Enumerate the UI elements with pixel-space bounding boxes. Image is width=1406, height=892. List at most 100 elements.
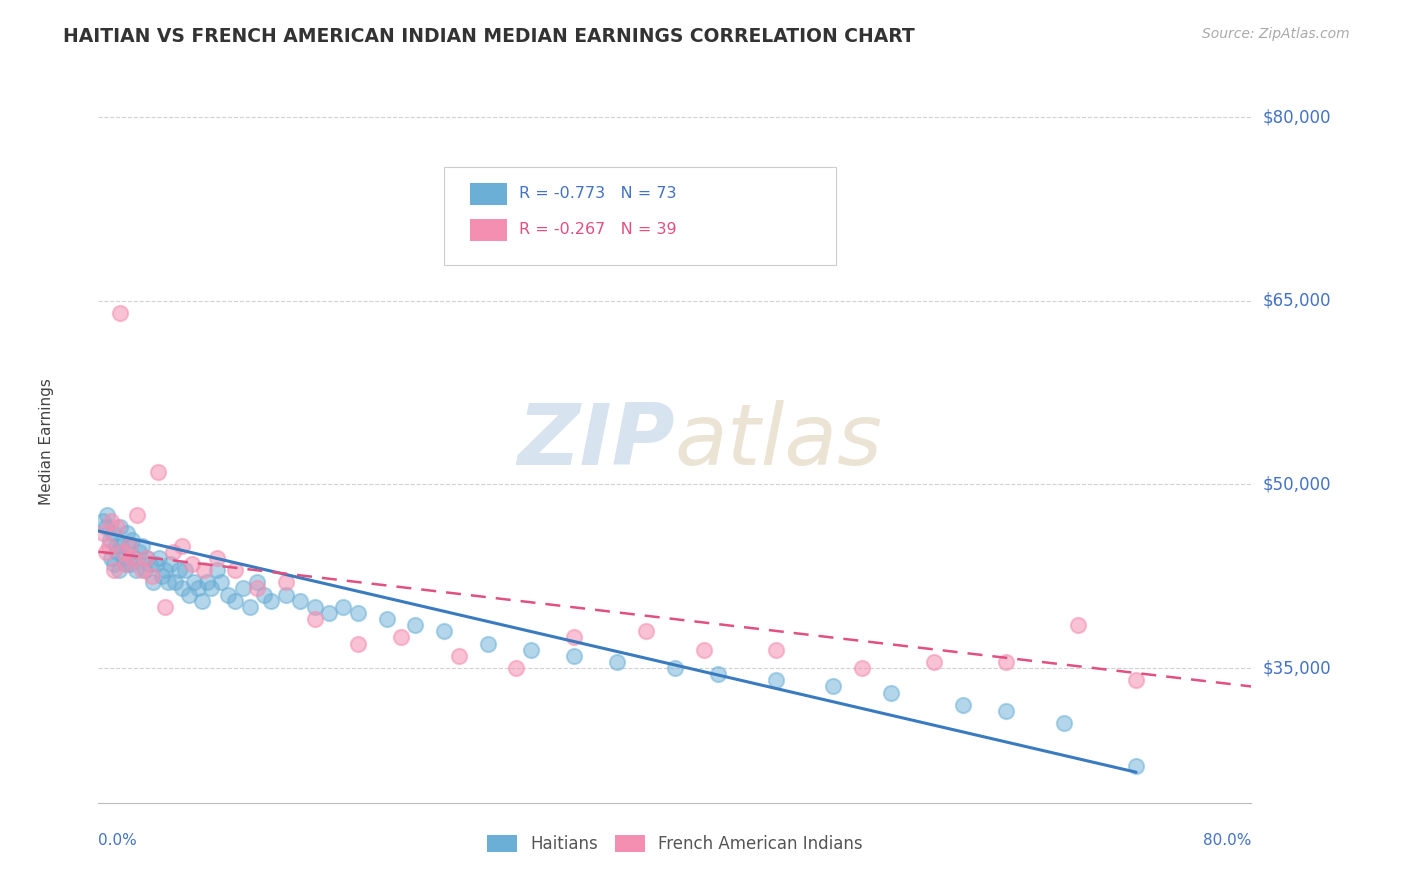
Point (707, 667, 730, 681)
Point (122, 550, 145, 565)
Point (131, 539, 153, 553)
Point (405, 618, 427, 632)
Point (181, 557, 204, 571)
Point (94, 545, 117, 559)
Text: R = -0.773   N = 73: R = -0.773 N = 73 (519, 186, 676, 202)
Point (146, 465, 169, 479)
Point (332, 599, 354, 614)
Point (108, 306, 131, 320)
Text: ZIP: ZIP (517, 400, 675, 483)
Point (205, 563, 228, 577)
Point (125, 563, 148, 577)
Point (375, 612, 398, 626)
Text: 0.0%: 0.0% (98, 833, 138, 848)
Point (170, 539, 193, 553)
Point (153, 599, 176, 614)
Point (224, 593, 246, 607)
Point (274, 575, 297, 590)
Point (995, 655, 1018, 669)
Point (159, 557, 181, 571)
Point (97, 539, 120, 553)
Point (389, 631, 412, 645)
Point (91, 526, 114, 541)
Point (103, 563, 125, 577)
Point (108, 520, 131, 534)
Point (127, 508, 149, 522)
Point (195, 575, 218, 590)
Text: $65,000: $65,000 (1263, 292, 1331, 310)
Point (636, 624, 658, 639)
Point (231, 582, 254, 596)
Text: Median Earnings: Median Earnings (39, 378, 53, 505)
Point (105, 545, 128, 559)
FancyBboxPatch shape (470, 183, 506, 204)
Point (253, 588, 276, 602)
Point (156, 575, 179, 590)
Point (163, 575, 186, 590)
Point (114, 557, 136, 571)
Point (505, 661, 527, 675)
Point (346, 637, 368, 651)
Point (105, 520, 128, 534)
Point (128, 545, 150, 559)
Point (447, 648, 470, 663)
Legend: Haitians, French American Indians: Haitians, French American Indians (481, 828, 869, 860)
Point (765, 642, 787, 657)
Text: $50,000: $50,000 (1263, 475, 1331, 493)
Point (187, 582, 209, 596)
Point (120, 557, 142, 571)
Point (139, 557, 162, 571)
Point (274, 588, 297, 602)
Point (183, 575, 205, 590)
Point (118, 539, 141, 553)
Point (304, 599, 326, 614)
Point (246, 575, 269, 590)
Point (174, 563, 197, 577)
Point (693, 642, 716, 657)
Point (1053, 716, 1076, 731)
Point (148, 550, 170, 565)
Point (103, 557, 125, 571)
Point (477, 637, 499, 651)
Point (664, 661, 686, 675)
Text: $80,000: $80,000 (1263, 108, 1331, 126)
Point (179, 588, 201, 602)
Point (239, 599, 262, 614)
Point (880, 685, 903, 699)
Point (124, 550, 146, 565)
Point (94, 520, 117, 534)
Point (135, 550, 157, 565)
Text: Source: ZipAtlas.com: Source: ZipAtlas.com (1202, 27, 1350, 41)
Point (606, 655, 628, 669)
Point (851, 661, 873, 675)
Text: HAITIAN VS FRENCH AMERICAN INDIAN MEDIAN EARNINGS CORRELATION CHART: HAITIAN VS FRENCH AMERICAN INDIAN MEDIAN… (63, 27, 915, 45)
Point (111, 545, 134, 559)
Point (104, 539, 127, 553)
Point (170, 582, 193, 596)
Point (346, 606, 368, 620)
Point (167, 563, 190, 577)
Point (91, 514, 114, 528)
Point (765, 673, 787, 688)
Point (209, 575, 232, 590)
Point (153, 563, 176, 577)
Point (1125, 673, 1147, 688)
Point (205, 550, 228, 565)
Point (141, 569, 163, 583)
Point (995, 704, 1018, 718)
Point (121, 533, 143, 547)
Point (520, 642, 543, 657)
Point (98, 533, 121, 547)
Point (1125, 759, 1147, 773)
Point (142, 575, 165, 590)
Point (246, 582, 269, 596)
Point (290, 593, 312, 607)
Point (924, 655, 946, 669)
Point (112, 550, 135, 565)
Point (952, 698, 974, 712)
Point (193, 563, 215, 577)
Point (162, 545, 184, 559)
Point (200, 582, 222, 596)
Point (110, 539, 132, 553)
FancyBboxPatch shape (470, 219, 506, 241)
